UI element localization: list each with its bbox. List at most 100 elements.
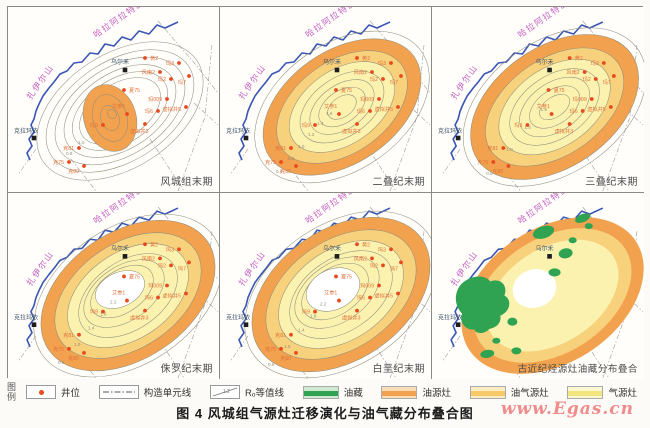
well-marker xyxy=(122,274,126,279)
well-label: 夏75 xyxy=(341,87,352,94)
city-marker xyxy=(547,67,552,73)
city-label: 克拉玛依 xyxy=(226,127,250,135)
city-marker xyxy=(31,322,37,328)
well-marker xyxy=(187,260,191,265)
legend-item-label: 构造单元线 xyxy=(143,388,192,399)
well-label: 虚拟井3 xyxy=(130,314,149,322)
well-label: 玛2 xyxy=(370,261,378,269)
panel-title: 三叠纪末期 xyxy=(585,175,638,188)
well-label: 玛2 xyxy=(370,75,378,83)
source-kitchen-ring xyxy=(498,58,611,156)
city-marker xyxy=(547,254,552,259)
well-marker xyxy=(158,70,162,74)
well-label: 艾参1 xyxy=(324,102,337,110)
well-marker xyxy=(156,109,160,113)
legend-items: 井位 构造单元线 1.2 Rₒ等值线 油藏 油源灶 油气源灶 气源灶 xyxy=(26,385,643,399)
well-label: 黄2 xyxy=(362,54,370,62)
well-label: 玛009 xyxy=(360,95,374,103)
well-marker xyxy=(165,97,169,101)
well-label: 克75 xyxy=(53,159,64,166)
well-marker xyxy=(77,332,81,337)
well-label: 玛6 xyxy=(145,294,153,302)
ro-contour xyxy=(254,30,430,184)
contour-value: 1.8 xyxy=(310,314,317,319)
legend-color-swatch xyxy=(381,385,418,399)
well-label: 玛9 xyxy=(90,121,98,129)
structural-unit-line xyxy=(70,345,97,379)
well-marker xyxy=(313,309,317,314)
well-marker xyxy=(546,88,551,92)
well-marker xyxy=(370,70,374,74)
ro-contour xyxy=(294,256,380,329)
well-marker xyxy=(67,346,71,351)
well-marker xyxy=(184,291,188,296)
well-marker xyxy=(122,88,126,92)
well-marker xyxy=(377,283,381,288)
well-marker xyxy=(381,263,385,268)
well-marker xyxy=(589,97,594,101)
well-label: 玛2 xyxy=(158,261,166,269)
well-marker xyxy=(279,160,283,164)
ro-contour xyxy=(71,71,169,151)
contour-value: 1.8 xyxy=(541,107,548,112)
well-marker xyxy=(177,247,181,252)
ro-contour xyxy=(36,41,204,181)
well-label: 虚拟井5 xyxy=(163,105,182,113)
well-label: 黄2 xyxy=(150,54,158,62)
well-marker xyxy=(184,105,188,109)
legend-item: 构造单元线 xyxy=(98,385,192,399)
oil-reservoir-patch xyxy=(507,317,518,326)
swatch-stripe xyxy=(382,390,417,396)
contour-value: 1.0 xyxy=(78,140,85,145)
oil-reservoir-patch xyxy=(532,225,555,239)
city-marker xyxy=(243,322,249,328)
city-marker xyxy=(334,254,340,259)
well-label: 克80 xyxy=(280,168,291,175)
legend-item: 气源灶 xyxy=(567,385,637,399)
ro-contour xyxy=(83,259,165,328)
legend-item-label: 油源灶 xyxy=(422,388,451,399)
ro-contour xyxy=(539,93,570,121)
mountain-label: 哈拉阿拉特山 xyxy=(303,7,358,40)
well-marker xyxy=(381,77,385,81)
well-marker xyxy=(125,112,129,116)
well-marker xyxy=(279,346,283,351)
well-marker xyxy=(525,123,530,127)
well-label: 玛9 xyxy=(302,121,310,129)
legend-item: 油藏 xyxy=(302,385,363,399)
well-label: 夏75 xyxy=(129,273,140,280)
oil-reservoir-patch xyxy=(474,322,491,334)
well-marker xyxy=(355,242,359,247)
well-label: 艾参1 xyxy=(112,289,125,297)
well-marker xyxy=(506,164,511,168)
legend-contour-symbol: 1.2 xyxy=(210,385,240,399)
well-marker xyxy=(377,97,381,101)
well-marker xyxy=(567,122,572,126)
city-marker xyxy=(122,254,128,259)
swatch-stripe xyxy=(470,390,505,396)
well-marker xyxy=(355,308,359,313)
well-label: 克75 xyxy=(477,159,488,166)
mountain-label: 扎伊尔山 xyxy=(236,249,267,288)
well-label: 虚拟井5 xyxy=(163,292,182,300)
well-marker xyxy=(82,164,86,168)
contour-value: 1.4 xyxy=(298,328,305,333)
well-label: 玛3 xyxy=(166,245,174,253)
well-marker xyxy=(67,160,71,164)
contour-value: 1.0 xyxy=(284,344,291,349)
contour-value: 2.2 xyxy=(320,302,327,307)
ro-contour xyxy=(519,76,590,138)
legend-color-swatch xyxy=(567,385,604,399)
well-label: 夏75 xyxy=(129,87,140,94)
well-marker xyxy=(294,164,298,168)
well-label: 艾参1 xyxy=(112,102,125,110)
panel-title: 侏罗纪末期 xyxy=(161,362,213,375)
well-label: 克75 xyxy=(53,346,64,353)
well-label: 虚拟井3 xyxy=(130,127,149,135)
city-label: 乌尔禾 xyxy=(323,58,341,66)
city-marker xyxy=(334,67,340,73)
well-marker xyxy=(580,109,585,113)
city-marker xyxy=(455,135,461,141)
